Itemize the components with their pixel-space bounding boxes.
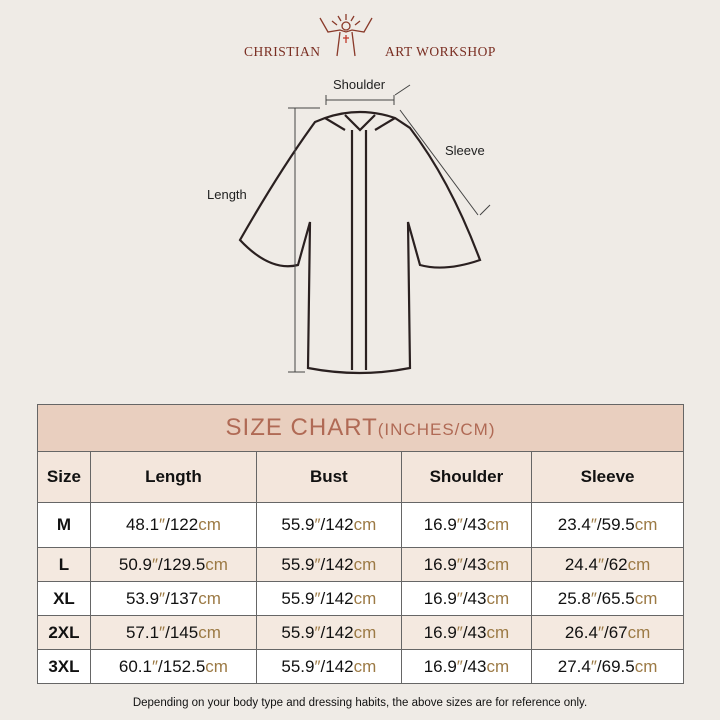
column-header: Size: [37, 451, 91, 503]
table-row: M 48.1″/122cm 55.9″/142cm 16.9″/43cm 23.4″/5…: [37, 502, 684, 548]
measurement-cell: 57.1″/145cm: [89, 615, 257, 650]
size-cell: 3XL: [37, 649, 91, 684]
table-title: SIZE CHART(INCHES/CM): [37, 404, 684, 452]
length-label: Length: [207, 187, 247, 202]
measurement-cell: 53.9″/137cm: [89, 581, 257, 616]
table-row: XL 53.9″/137cm 55.9″/142cm 16.9″/43cm 25.8″/…: [37, 581, 684, 616]
robe-diagram: [238, 84, 491, 375]
size-cell: M: [37, 502, 91, 548]
measurement-cell: 50.9″/129.5cm: [89, 547, 257, 582]
measurement-cell: 55.9″/142cm: [255, 615, 402, 650]
measurement-cell: 16.9″/43cm: [400, 547, 533, 582]
size-cell: XL: [37, 581, 91, 616]
measurement-cell: 27.4″/69.5cm: [531, 649, 684, 684]
measurement-cell: 60.1″/152.5cm: [89, 649, 257, 684]
size-chart-table: SIZE CHART(INCHES/CM) Size Length Bust Shou…: [37, 404, 684, 684]
measurement-cell: 16.9″/43cm: [400, 581, 533, 616]
column-header: Bust: [255, 451, 402, 503]
table-row: L 50.9″/129.5cm 55.9″/142cm 16.9″/43cm 24.4″…: [37, 547, 684, 582]
measurement-cell: 25.8″/65.5cm: [531, 581, 684, 616]
logo-text-left: CHRISTIAN: [244, 44, 321, 59]
shoulder-label: Shoulder: [333, 77, 386, 92]
measurement-cell: 55.9″/142cm: [255, 581, 402, 616]
measurement-cell: 55.9″/142cm: [255, 649, 402, 684]
table-row: 2XL 57.1″/145cm 55.9″/142cm 16.9″/43cm 26.4″…: [37, 615, 684, 650]
column-header: Sleeve: [531, 451, 684, 503]
measurement-cell: 16.9″/43cm: [400, 502, 533, 548]
measurement-cell: 26.4″/67cm: [531, 615, 684, 650]
measurement-cell: 16.9″/43cm: [400, 649, 533, 684]
logo-text-right: ART WORKSHOP: [385, 44, 496, 59]
measurement-cell: 16.9″/43cm: [400, 615, 533, 650]
size-cell: 2XL: [37, 615, 91, 650]
jesus-figure-icon: [319, 14, 373, 57]
sleeve-label: Sleeve: [445, 143, 485, 158]
measurement-cell: 55.9″/142cm: [255, 502, 402, 548]
reference-note: Depending on your body type and dressing…: [132, 697, 588, 709]
measurement-cell: 23.4″/59.5cm: [531, 502, 684, 548]
size-cell: L: [37, 547, 91, 582]
table-row: 3XL 60.1″/152.5cm 55.9″/142cm 16.9″/43cm 27.…: [37, 649, 684, 684]
measurement-cell: 48.1″/122cm: [89, 502, 257, 548]
brand-logo: CHRISTIAN ART WORKSHOP: [0, 14, 720, 64]
column-header: Length: [89, 451, 257, 503]
column-header: Shoulder: [400, 451, 533, 503]
measurement-cell: 24.4″/62cm: [531, 547, 684, 582]
measurement-cell: 55.9″/142cm: [255, 547, 402, 582]
